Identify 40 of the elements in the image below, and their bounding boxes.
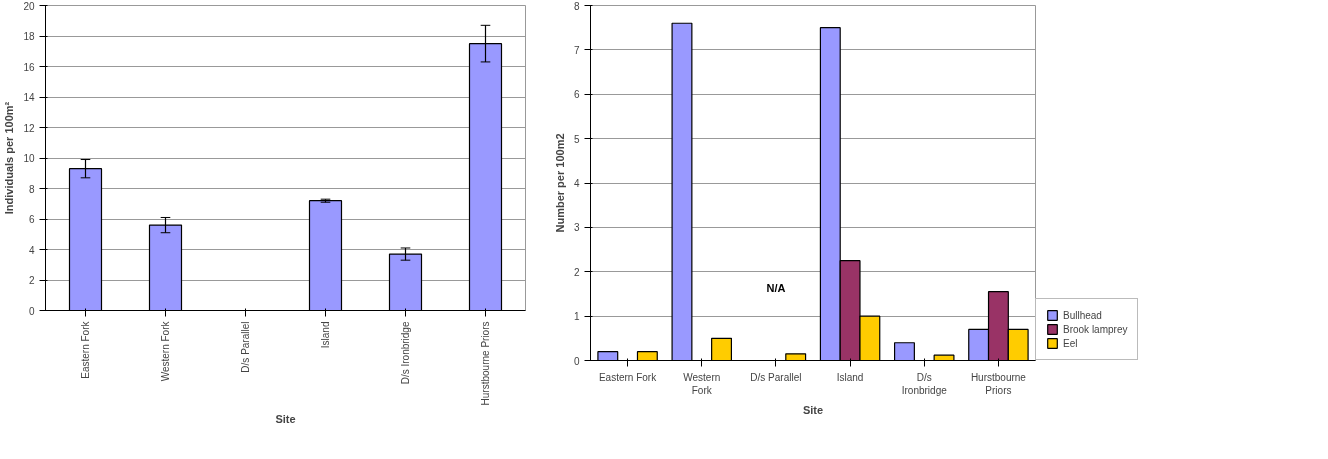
y-tick-label: 6 <box>573 89 580 101</box>
y-tick-label: 2 <box>573 266 580 278</box>
x-tick-label: Eastern Fork <box>80 320 91 379</box>
y-tick-label: 8 <box>573 0 580 12</box>
y-tick-label: 1 <box>573 311 580 323</box>
x-tick-label: D/s Parallel <box>750 371 802 383</box>
x-tick-label: Island <box>836 371 864 383</box>
x-tick-label: D/s Parallel <box>240 321 251 373</box>
y-axis-title: Number per 100m2 <box>553 133 566 233</box>
y-tick-label: 2 <box>28 275 35 286</box>
y-tick-label: 7 <box>573 44 580 56</box>
y-tick-label: 3 <box>573 222 580 234</box>
x-axis-title: Site <box>275 413 296 426</box>
x-tick-label: D/s Ironbridge <box>400 321 411 385</box>
x-tick-label: Eastern Fork <box>598 371 658 383</box>
y-tick-label: 0 <box>28 305 35 317</box>
x-tick-label: Hurstbourne Priors <box>970 371 1027 396</box>
x-tick-label: Hurstbourne Priors <box>480 321 491 406</box>
y-tick-label: 0 <box>573 355 580 367</box>
x-tick-label: Island <box>320 321 331 349</box>
y-tick-label: 12 <box>23 122 35 134</box>
legend-label: Brook lamprey <box>1063 323 1128 335</box>
y-tick-label: 5 <box>573 133 580 145</box>
y-tick-label: 4 <box>573 178 580 189</box>
x-tick-label: Western Fork <box>683 371 721 396</box>
y-tick-label: 10 <box>23 153 35 164</box>
legend-label: Eel <box>1063 337 1079 349</box>
y-tick-label: 8 <box>28 183 35 195</box>
y-axis-title: Individuals per 100m² <box>3 101 16 215</box>
x-tick-label: D/s Ironbridge <box>901 371 948 396</box>
y-tick-label: 16 <box>23 61 35 73</box>
y-tick-label: 4 <box>28 244 35 256</box>
x-tick-label: Western Fork <box>160 320 171 382</box>
y-tick-label: 20 <box>23 0 35 12</box>
legend-label: Bullhead <box>1063 309 1102 321</box>
x-axis-title: Site <box>802 403 824 416</box>
y-tick-label: 18 <box>23 31 35 42</box>
annotation: N/A <box>766 281 786 294</box>
y-tick-label: 14 <box>23 92 35 103</box>
y-tick-label: 6 <box>28 214 35 225</box>
